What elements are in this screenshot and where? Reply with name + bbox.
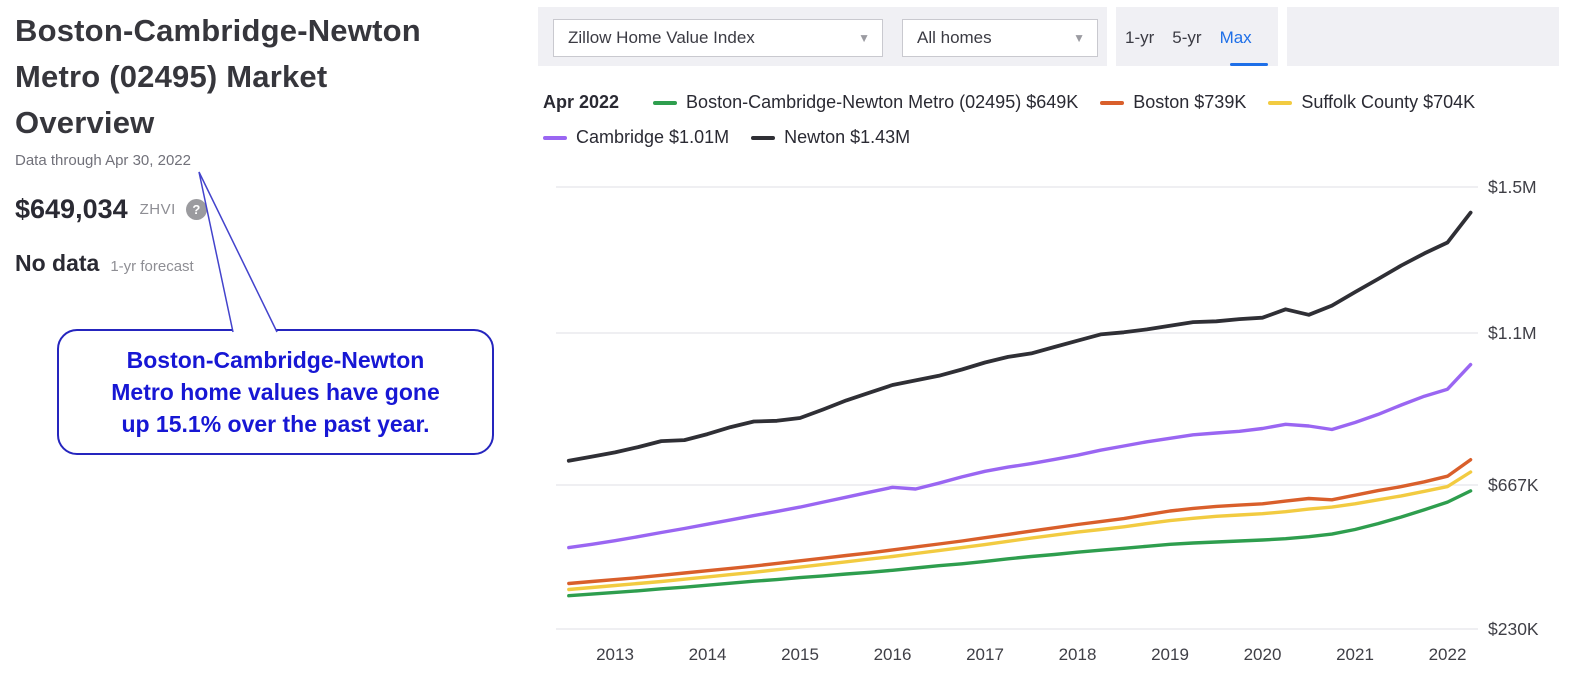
x-axis-tick-label: 2021 (1336, 645, 1374, 664)
legend-item: Boston-Cambridge-Newton Metro (02495) $6… (653, 92, 1078, 113)
toolbar-tabs-background (1116, 7, 1278, 66)
legend-swatch-icon (751, 135, 776, 140)
home-type-dropdown[interactable]: All homes ▼ (902, 19, 1098, 57)
x-axis-tick-label: 2015 (781, 645, 819, 664)
chevron-down-icon: ▼ (1073, 31, 1085, 45)
series-line-boston (567, 458, 1473, 586)
series-line-cambridge (567, 362, 1473, 550)
series-line-boston-cambridge-newton-metro-02495- (567, 489, 1473, 598)
legend-swatch-icon (1268, 100, 1293, 105)
chevron-down-icon: ▼ (858, 31, 870, 45)
x-axis-tick-label: 2020 (1244, 645, 1282, 664)
forecast-row: No data 1-yr forecast (15, 250, 194, 277)
x-axis-tick-label: 2018 (1059, 645, 1097, 664)
range-tabs: 1-yr 5-yr Max (1125, 19, 1252, 57)
legend-item: Suffolk County $704K (1268, 92, 1475, 113)
x-axis-tick-label: 2013 (596, 645, 634, 664)
chart-legend-row-1: Apr 2022 Boston-Cambridge-Newton Metro (… (543, 92, 1497, 113)
zhvi-value: $649,034 (15, 194, 128, 224)
x-axis-tick-label: 2014 (689, 645, 727, 664)
x-axis-tick-label: 2022 (1429, 645, 1467, 664)
toolbar-spacer-background (1287, 7, 1559, 66)
x-axis-tick-label: 2017 (966, 645, 1004, 664)
forecast-label: 1-yr forecast (110, 258, 194, 275)
y-axis-tick-label: $230K (1488, 619, 1539, 639)
series-line-newton (566, 210, 1473, 463)
legend-item-label: Cambridge $1.01M (576, 127, 730, 147)
annotation-callout-text: Boston-Cambridge-Newton Metro home value… (111, 347, 440, 437)
tab-max[interactable]: Max (1219, 28, 1252, 47)
series-line-suffolk-county (567, 470, 1473, 592)
legend-item: Newton $1.43M (751, 127, 910, 148)
data-through-label: Data through Apr 30, 2022 (15, 152, 191, 169)
legend-swatch-icon (653, 100, 678, 105)
legend-item: Cambridge $1.01M (543, 127, 729, 148)
forecast-value: No data (15, 250, 100, 276)
legend-item-label: Suffolk County $704K (1301, 92, 1476, 112)
annotation-callout: Boston-Cambridge-Newton Metro home value… (57, 329, 494, 455)
x-axis-tick-label: 2019 (1151, 645, 1189, 664)
legend-item: Boston $739K (1100, 92, 1246, 113)
legend-as-of-date: Apr 2022 (543, 92, 620, 112)
legend-item-label: Newton $1.43M (784, 127, 911, 147)
legend-swatch-icon (543, 135, 567, 140)
zhvi-label: ZHVI (139, 201, 176, 218)
legend-item-label: Boston-Cambridge-Newton Metro (02495) $6… (686, 92, 1079, 112)
y-axis-tick-label: $1.5M (1488, 177, 1537, 197)
tab-1yr[interactable]: 1-yr (1125, 28, 1155, 47)
y-axis-tick-label: $1.1M (1488, 323, 1537, 343)
y-axis-tick-label: $667K (1488, 475, 1539, 495)
metric-dropdown[interactable]: Zillow Home Value Index ▼ (553, 19, 883, 57)
legend-item-label: Boston $739K (1133, 92, 1247, 112)
legend-swatch-icon (1100, 100, 1125, 105)
active-tab-underline (1230, 63, 1268, 66)
home-type-dropdown-value: All homes (917, 28, 992, 47)
tab-5yr[interactable]: 5-yr (1172, 28, 1202, 47)
chart-legend-row-2: Cambridge $1.01M Newton $1.43M (543, 127, 932, 148)
metric-dropdown-value: Zillow Home Value Index (568, 28, 755, 47)
page-title: Boston-Cambridge-Newton Metro (02495) Ma… (15, 13, 421, 140)
x-axis-tick-label: 2016 (874, 645, 912, 664)
